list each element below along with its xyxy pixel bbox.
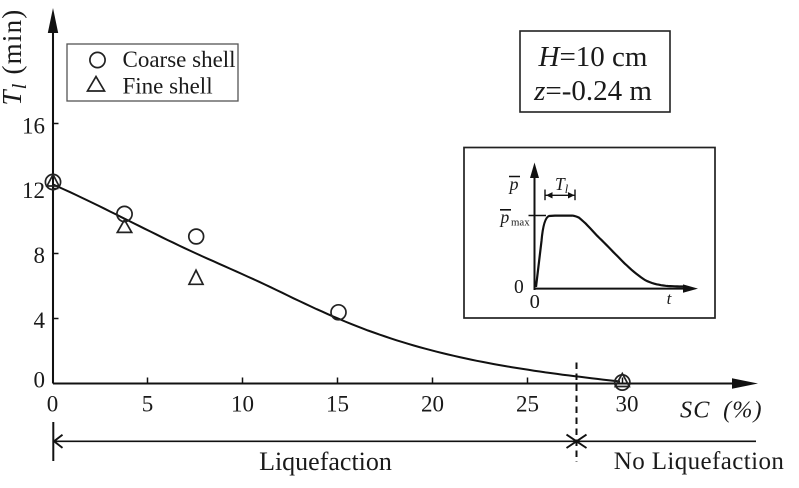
svg-text:0: 0 bbox=[34, 368, 46, 393]
svg-text:4: 4 bbox=[34, 308, 46, 333]
svg-text:H=10 cm: H=10 cm bbox=[538, 41, 648, 73]
svg-text:0: 0 bbox=[514, 277, 524, 298]
svg-text:5: 5 bbox=[142, 392, 154, 417]
svg-text:15: 15 bbox=[326, 392, 349, 417]
svg-text:p: p bbox=[499, 207, 510, 227]
svg-text:max: max bbox=[511, 217, 530, 229]
svg-text:No Liquefaction: No Liquefaction bbox=[614, 448, 785, 475]
svg-text:8: 8 bbox=[34, 243, 46, 268]
svg-text:z=-0.24 m: z=-0.24 m bbox=[533, 75, 652, 107]
svg-text:p: p bbox=[508, 174, 519, 194]
svg-text:Liquefaction: Liquefaction bbox=[259, 447, 392, 476]
svg-text:SC (%): SC (%) bbox=[680, 397, 763, 424]
svg-text:20: 20 bbox=[421, 392, 444, 417]
svg-text:Fine shell: Fine shell bbox=[123, 74, 213, 99]
svg-text:0: 0 bbox=[530, 291, 540, 313]
svg-text:12: 12 bbox=[22, 178, 45, 203]
svg-text:10: 10 bbox=[231, 392, 254, 417]
svg-text:16: 16 bbox=[22, 114, 45, 139]
svg-text:t: t bbox=[667, 289, 673, 308]
svg-text:25: 25 bbox=[516, 392, 539, 417]
svg-text:Tl (min): Tl (min) bbox=[0, 9, 31, 106]
svg-text:Coarse shell: Coarse shell bbox=[123, 47, 236, 72]
svg-text:30: 30 bbox=[616, 392, 639, 417]
svg-text:0: 0 bbox=[47, 392, 59, 417]
